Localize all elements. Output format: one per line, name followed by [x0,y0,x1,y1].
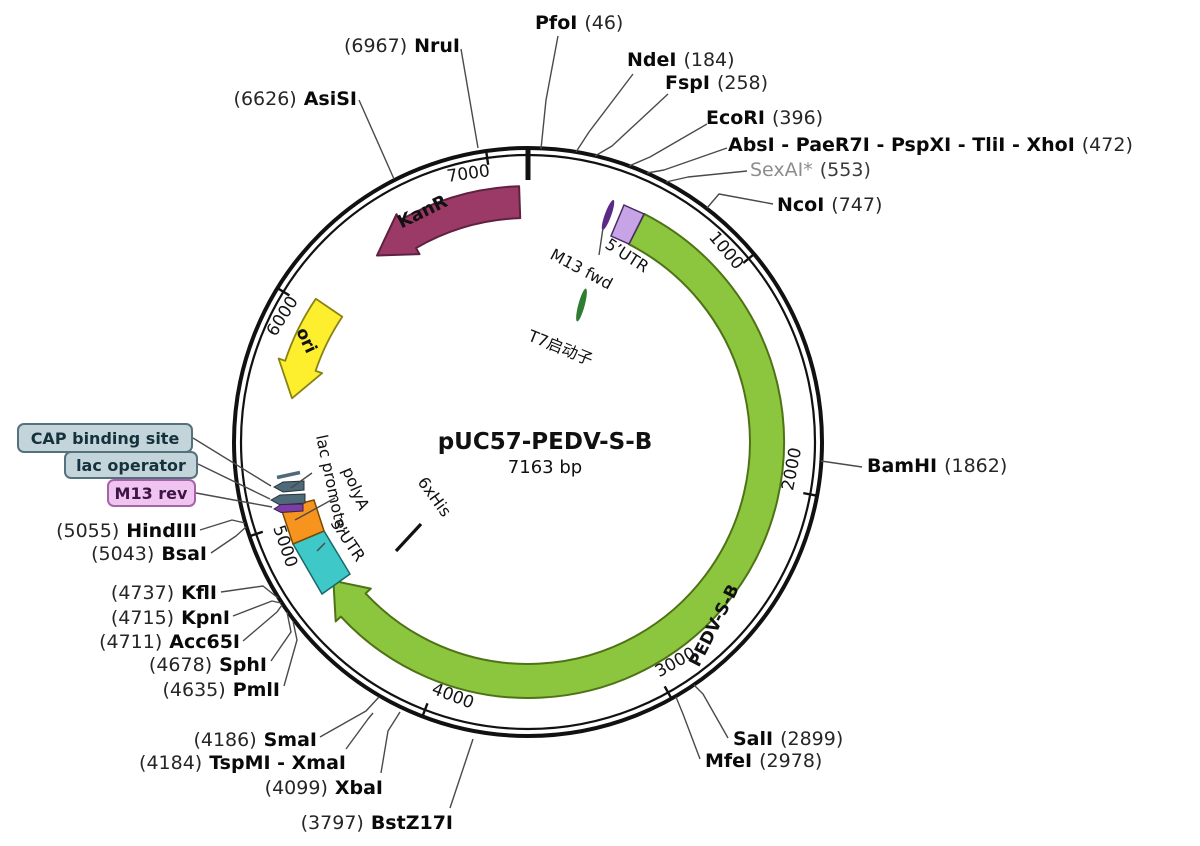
lac-operator-box [64,451,198,479]
asisi-leader [358,99,395,180]
utr3-leader [316,542,326,552]
tick-7000 [484,150,490,166]
smai-leader [319,696,380,738]
site-sphi: (4678) SphI [149,654,267,676]
polya-leader [294,497,336,521]
pfoi-leader [540,35,559,150]
feature-arrow-group [277,185,785,700]
site-kpni: (4715) KpnI [111,607,230,629]
tspmi-xmai-leader [345,712,374,750]
utr5-block [610,204,646,245]
bsai-leader [210,526,247,554]
tick-5000 [249,530,264,538]
m13-fwd-arrow [601,199,615,231]
tick-6000 [276,287,291,297]
lac-operator-box-leader [197,463,271,500]
site-ncoi: NcoI (747) [777,194,882,216]
site-kfli: (4737) KflI [111,582,217,604]
acc65i-leader [242,604,283,642]
m13-fwd-leader [598,227,604,256]
tick-2000 [803,491,818,497]
kfli-leader [220,585,279,599]
bstz17i-leader [449,738,474,809]
lac-operator-label: lac operator [76,456,186,475]
m13-rev-arrow [272,503,304,514]
site-xhoi-group: AbsI - PaeR7I - PspXI - TliI - XhoI (472) [728,134,1133,156]
tick-4000 [421,702,429,717]
site-tspmi-xmai: (4184) TspMI - XmaI [139,752,346,774]
kpni-leader [232,600,282,617]
site-asisi: (6626) AsiSI [234,88,357,110]
plasmid-size: 7163 bp [508,457,582,478]
site-sexai: SexAI* (553) [750,159,871,181]
fspi-leader [594,93,669,157]
site-pmli: (4635) PmlI [163,679,281,701]
pedv-s-b-arrow [332,212,785,700]
ori-arrow [277,297,344,400]
sali-leader [693,684,729,739]
sphi-leader [270,611,292,662]
cap-box-leader [192,437,272,487]
site-bsai: (5043) BsaI [91,543,207,565]
site-mfei: MfeI (2978) [705,750,822,772]
hindiii-leader [199,519,246,531]
site-nrui: (6967) NruI [344,35,460,57]
site-smai: (4186) SmaI [193,729,317,751]
backbone-ring-group [232,146,824,738]
his6-label: 6xHis [414,473,456,520]
kanr-arrow [376,185,522,257]
his6-leader [394,522,423,553]
site-hindiii: (5055) HindIII [56,520,197,542]
mfei-leader [675,696,701,760]
site-pfoi: PfoI (46) [535,12,623,34]
ndei-leader [575,73,634,153]
site-acc65i: (4711) Acc65I [99,631,240,653]
tick-1000 [742,253,755,264]
site-ecori: EcoRI (396) [706,107,823,129]
bamhi-leader [820,460,863,468]
m13-rev-box-leader [195,492,273,508]
lac-promoter-leader [290,472,313,489]
site-bstz17i: (3797) BstZ17I [301,812,453,834]
t7-promoter-arrow [576,288,587,322]
cap-binding-site-label: CAP binding site [31,429,180,448]
plasmid-title: pUC57-PEDV-S-B [438,429,653,455]
t7-promoter-label: T7启动子 [525,326,596,369]
lac-operator-arrow [269,493,306,506]
site-xbai: (4099) XbaI [265,777,383,799]
ecori-leader [628,123,708,167]
ncoi-leader [706,193,774,209]
site-fspi: FspI (258) [665,72,768,94]
sexai-leader [665,170,748,183]
pmli-leader [283,620,298,687]
site-sali: SalI (2899) [733,728,843,750]
m13-rev-label: M13 rev [115,484,189,503]
xbai-leader [380,711,401,774]
site-bamhi: BamHI (1862) [867,455,1007,477]
tick-3000 [663,685,673,700]
m13-rev-box [107,479,196,507]
nrui-leader [460,48,479,149]
site-ndei: NdeI (184) [627,49,735,71]
lac-promoter-feature-bar [276,470,301,480]
xhoi-group-leader [646,147,728,174]
